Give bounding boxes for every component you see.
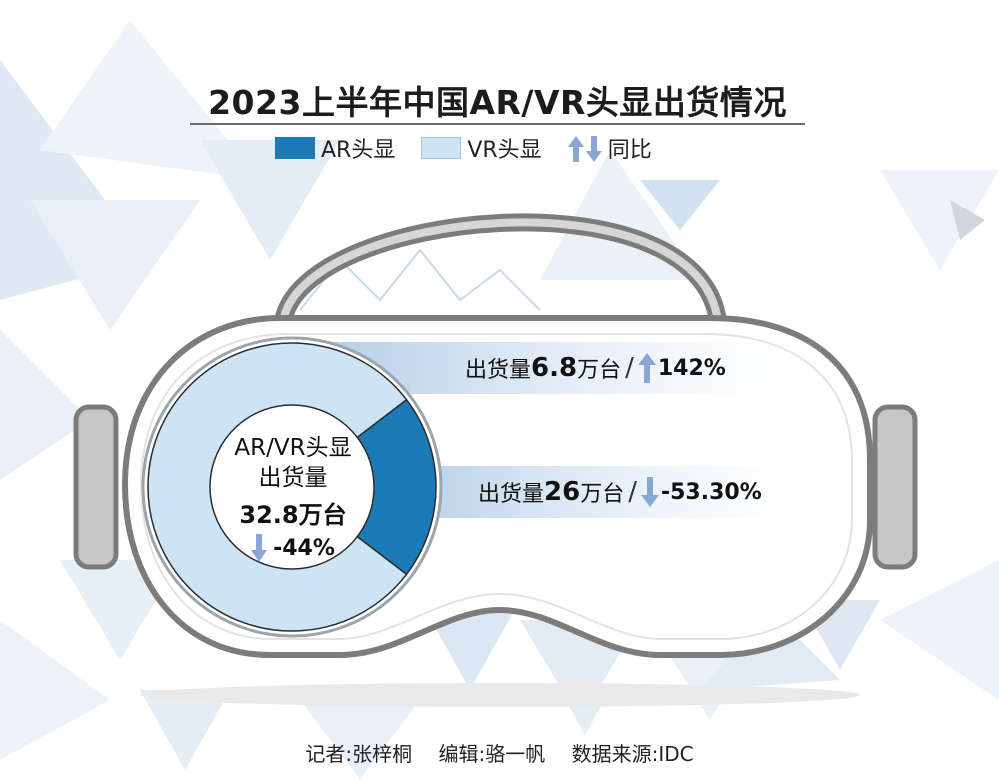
center-label-line1: AR/VR头显 xyxy=(234,435,352,461)
ar-callout-band xyxy=(330,342,830,394)
donut-hole xyxy=(211,406,373,568)
legend-swatch-ar xyxy=(275,137,315,159)
donut-chart xyxy=(141,336,443,638)
legend-label-ar: AR头显 xyxy=(321,138,396,163)
legend-item-yoy: 同比 xyxy=(567,132,652,164)
vr-callout: 出货量 26 万台 / -53.30% xyxy=(478,476,762,508)
footer-editor: 编辑:骆一帆 xyxy=(438,742,546,766)
right-ear-pad xyxy=(872,404,918,570)
ar-callout-slash: / xyxy=(625,353,634,383)
vr-callout-yoy: -53.30% xyxy=(660,479,762,505)
vr-callout-slash: / xyxy=(628,477,637,507)
vr-callout-unit: 万台 xyxy=(580,482,625,507)
up-down-arrow-icon xyxy=(567,134,602,162)
up-arrow-icon xyxy=(637,353,656,383)
legend-label-yoy: 同比 xyxy=(607,138,652,163)
vr-callout-value: 26 xyxy=(544,477,581,507)
chart-title: 2023上半年中国AR/VR头显出货情况 xyxy=(208,83,787,122)
left-ear-pad xyxy=(73,404,119,570)
center-label-line2: 出货量 xyxy=(258,465,328,491)
legend-item-vr: VR头显 xyxy=(421,132,542,164)
head-strap xyxy=(274,213,727,331)
footer-source: 数据来源:IDC xyxy=(571,742,694,766)
footer-reporter: 记者:张梓桐 xyxy=(305,742,413,766)
center-total: 32.8万台 xyxy=(239,501,347,529)
center-yoy: -44% xyxy=(208,534,378,562)
legend-label-vr: VR头显 xyxy=(467,138,542,163)
ar-callout-value: 6.8 xyxy=(531,353,578,383)
ar-callout-prefix: 出货量 xyxy=(465,358,532,383)
vr-callout-prefix: 出货量 xyxy=(478,482,545,507)
down-arrow-icon xyxy=(640,477,659,507)
ar-callout: 出货量 6.8 万台 / 142% xyxy=(465,352,726,384)
ar-callout-yoy: 142% xyxy=(657,355,726,381)
legend: AR头显 VR头显 同比 xyxy=(275,133,678,163)
center-yoy-value: -44% xyxy=(273,535,335,561)
down-arrow-icon xyxy=(251,534,268,562)
vr-callout-band xyxy=(400,466,830,518)
footer-credits: 记者:张梓桐 编辑:骆一帆 数据来源:IDC xyxy=(0,738,999,767)
legend-swatch-vr xyxy=(421,137,462,159)
title-underline xyxy=(190,123,805,125)
legend-item-ar: AR头显 xyxy=(275,132,395,164)
ar-callout-unit: 万台 xyxy=(577,358,622,383)
donut-slice-vr xyxy=(147,342,408,632)
